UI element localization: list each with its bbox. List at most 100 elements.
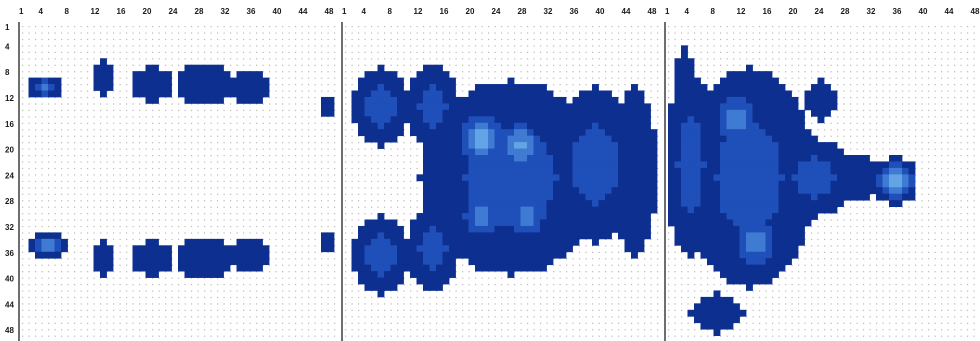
grid-dot (119, 232, 121, 234)
grid-dot (139, 38, 141, 41)
grid-dot (611, 51, 613, 53)
grid-dot (35, 264, 37, 266)
grid-dot (390, 64, 392, 66)
grid-dot (165, 284, 167, 286)
grid-dot (579, 245, 581, 247)
grid-dot (390, 142, 392, 144)
grid-dot (598, 284, 600, 286)
grid-dot (592, 284, 594, 286)
grid-dot (631, 264, 633, 266)
grid-dot (165, 26, 167, 28)
grid-dot (67, 155, 69, 157)
heatmap-cell (236, 258, 244, 266)
grid-dot (262, 116, 264, 118)
grid-dot (410, 284, 412, 286)
grid-dot (624, 51, 626, 53)
grid-dot (371, 200, 373, 202)
grid-dot (132, 32, 134, 34)
grid-dot (230, 271, 232, 273)
grid-dot (100, 135, 102, 137)
grid-dot (184, 116, 186, 118)
grid-dot (184, 122, 186, 124)
grid-dot (334, 303, 336, 305)
grid-dot (334, 245, 336, 247)
grid-dot (126, 187, 128, 189)
grid-dot (308, 96, 310, 99)
grid-dot (282, 284, 284, 286)
grid-dot (533, 77, 535, 79)
grid-dot (334, 316, 336, 318)
grid-dot (371, 193, 373, 195)
grid-dot (223, 155, 225, 157)
grid-dot (35, 200, 37, 202)
grid-dot (377, 309, 379, 311)
grid-dot (262, 96, 264, 99)
grid-dot (204, 232, 206, 234)
grid-dot (585, 58, 587, 60)
grid-dot (572, 303, 574, 305)
grid-dot (210, 58, 212, 60)
grid-dot (403, 206, 405, 208)
grid-dot (93, 167, 95, 170)
grid-dot (48, 51, 50, 53)
grid-dot (262, 322, 264, 324)
heatmap-cell (217, 64, 224, 72)
grid-dot (308, 135, 310, 137)
grid-dot (611, 71, 613, 73)
heatmap-cell (132, 90, 140, 98)
grid-dot (100, 32, 102, 34)
grid-dot (358, 187, 360, 189)
grid-dot (80, 290, 82, 292)
grid-dot (191, 277, 193, 279)
grid-dot (462, 264, 464, 266)
grid-dot (288, 219, 290, 221)
heatmap-cell (327, 238, 335, 246)
grid-dot (295, 225, 297, 228)
grid-dot (314, 238, 316, 241)
grid-dot (334, 84, 336, 86)
grid-dot (132, 155, 134, 157)
grid-dot (308, 148, 310, 150)
grid-dot (327, 90, 329, 92)
grid-dot (527, 322, 529, 324)
grid-dot (295, 213, 297, 215)
grid-dot (371, 64, 373, 66)
grid-dot (288, 103, 290, 105)
grid-dot (184, 206, 186, 208)
grid-dot (397, 329, 399, 331)
grid-dot (282, 32, 284, 34)
grid-dot (314, 148, 316, 150)
grid-dot (637, 264, 639, 266)
grid-dot (321, 161, 323, 163)
grid-dot (314, 290, 316, 292)
grid-dot (67, 232, 69, 234)
grid-dot (54, 277, 56, 279)
grid-dot (650, 103, 652, 105)
grid-dot (236, 64, 238, 66)
grid-dot (282, 206, 284, 208)
grid-dot (416, 180, 418, 182)
grid-dot (61, 329, 63, 331)
grid-dot (93, 90, 95, 92)
grid-dot (74, 264, 76, 266)
grid-dot (327, 84, 329, 86)
grid-dot (93, 45, 95, 47)
grid-dot (540, 271, 542, 273)
grid-dot (22, 116, 24, 118)
grid-dot (410, 58, 412, 60)
grid-dot (158, 109, 160, 112)
grid-dot (410, 296, 412, 299)
grid-dot (429, 316, 431, 318)
grid-dot (236, 303, 238, 305)
grid-dot (74, 213, 76, 215)
grid-dot (74, 45, 76, 47)
grid-dot (358, 329, 360, 331)
grid-dot (301, 122, 303, 124)
grid-dot (210, 316, 212, 318)
grid-dot (48, 309, 50, 311)
grid-dot (126, 284, 128, 286)
heatmap-cell (321, 103, 328, 111)
grid-dot (520, 51, 522, 53)
grid-dot (100, 277, 102, 279)
grid-dot (455, 264, 457, 266)
